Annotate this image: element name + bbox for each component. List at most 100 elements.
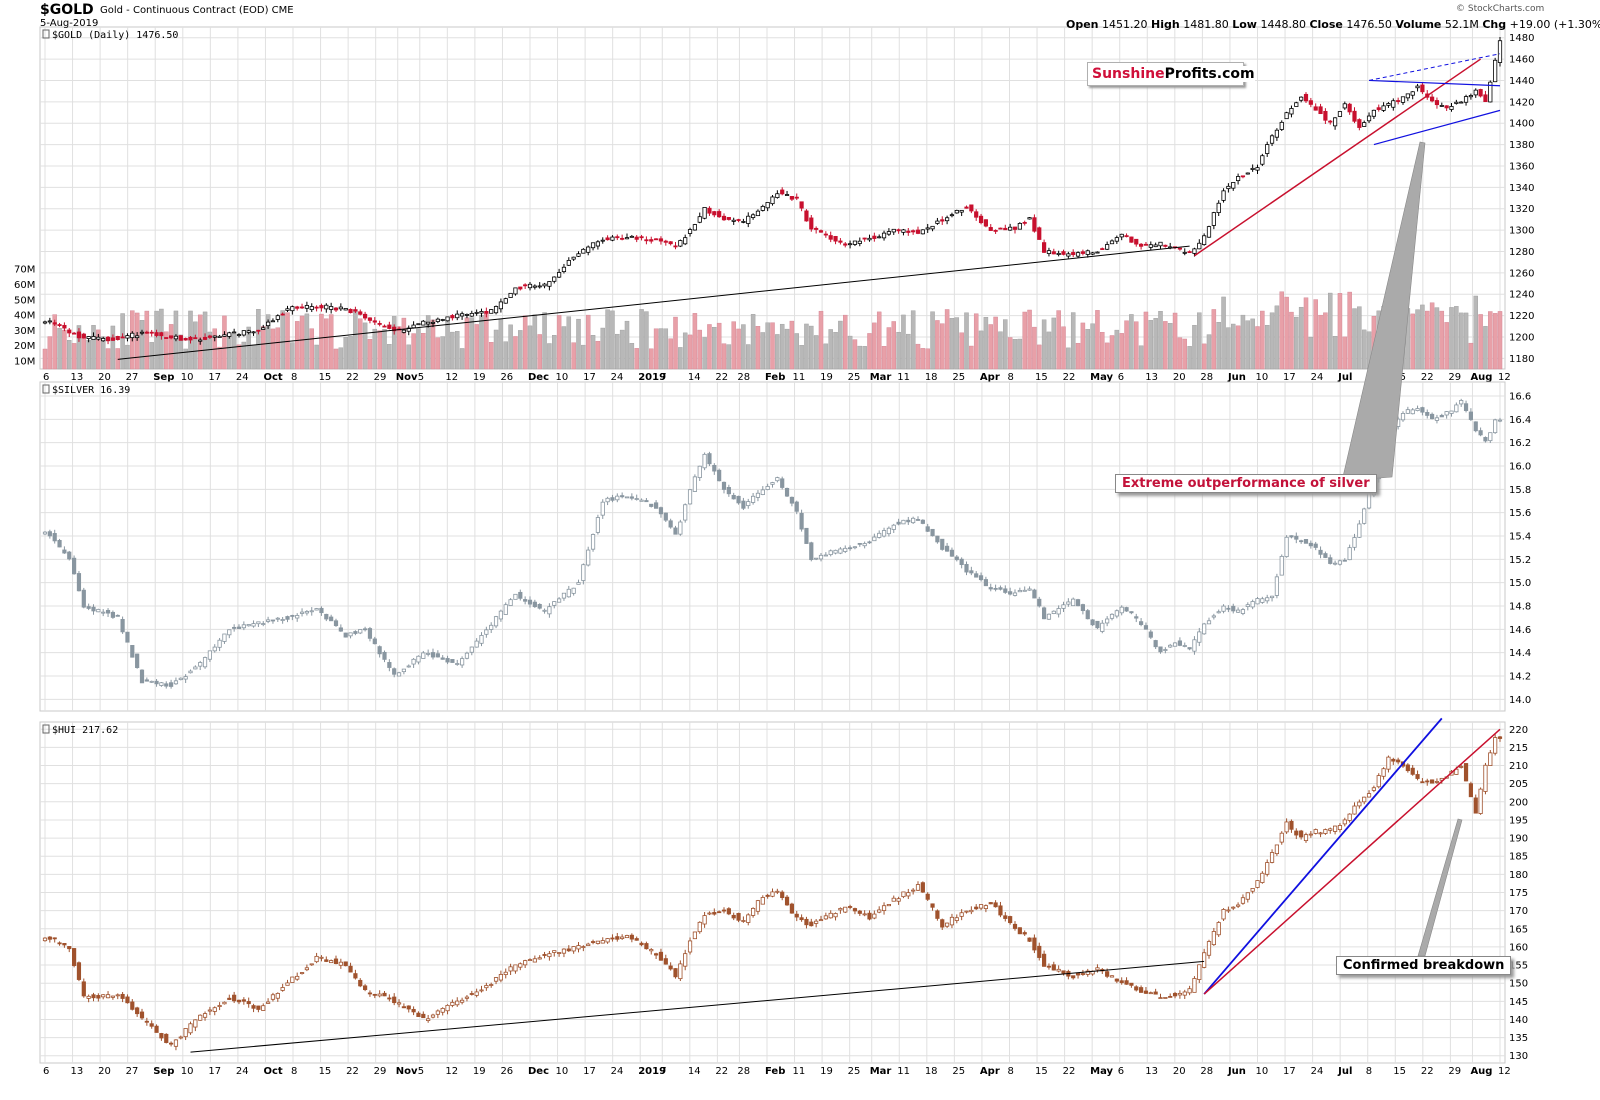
candle-body [1323,829,1328,834]
candle-body [52,533,57,542]
candle-body [552,601,557,606]
volume-bar [746,344,751,370]
candle-body [877,532,882,538]
candle-body [780,891,785,899]
candle-body [401,668,406,673]
volume-bar [86,340,91,370]
candle-body [896,229,901,232]
volume-bar [930,311,935,370]
volume-bar [527,325,533,370]
candle-body [101,338,106,342]
candle-body [120,619,125,633]
candle-body [396,672,402,677]
candle-body [906,230,911,233]
y-tick-label: 14.2 [1509,672,1531,683]
candle-body [353,631,358,634]
candle-body [460,658,465,666]
x-tick-label: 24 [236,1066,249,1077]
volume-bar [1211,309,1217,370]
candle-body [367,992,373,995]
candle-body [1037,227,1042,240]
candle-body [731,494,736,500]
candle-body [673,968,678,978]
x-tick-label: 28 [1200,1066,1213,1077]
volume-bar [435,337,441,370]
candle-body [629,496,634,499]
candle-body [57,540,62,548]
candle-body [658,238,664,242]
candle-body [207,1009,212,1012]
candle-body [654,953,659,956]
candle-body [993,587,998,590]
candle-body [1342,559,1347,562]
panel-title: $GOLD (Daily) 1476.50 [52,30,178,41]
candle-body [484,311,489,314]
candle-body [605,938,610,943]
candle-body [256,621,261,625]
panel-3: 1301351401451501551601651701751801851901… [39,717,1528,1077]
y-tick-label: 1460 [1509,55,1534,66]
candle-body [736,495,741,504]
candle-body [460,313,465,317]
y-tick-label: 1240 [1509,290,1534,301]
candle-body [363,985,368,991]
candle-body [867,912,872,920]
candle-body [649,239,654,242]
volume-bar [1104,342,1110,370]
x-tick-label: 15 [1035,372,1048,383]
candle-body [649,503,654,507]
volume-bar [1298,306,1304,370]
candle-body [1095,251,1100,254]
candle-body [1415,85,1420,89]
candle-body [1269,852,1275,863]
candle-body [911,230,916,233]
candle-body [251,623,256,627]
candle-body [586,246,591,253]
volume-bar [319,313,324,370]
candle-body [1415,774,1420,779]
candle-body [149,331,154,334]
volume-bar [983,317,989,370]
volume-bar [275,327,281,370]
candle-body [789,903,794,914]
candle-body [1434,781,1440,783]
x-tick-label: 19 [820,372,833,383]
candle-body [392,668,397,675]
candle-body [421,652,426,659]
volume-bar [1080,322,1086,370]
candle-body [595,940,600,944]
volume-bar [605,309,610,370]
candle-body [1255,880,1260,888]
candle-body [852,240,858,245]
candle-body [891,524,896,530]
candle-body [489,984,494,986]
volume-bar [52,314,57,370]
candle-body [746,914,751,923]
volume-bar [474,324,479,370]
y-tick-label: 1480 [1509,33,1534,44]
candle-body [1143,625,1149,630]
candle-body [1124,980,1129,985]
candle-body [717,211,722,218]
candle-body [707,912,712,915]
candle-body [620,237,625,240]
volume-bar [959,332,964,370]
candle-body [1313,543,1318,548]
volume-bar [280,310,285,370]
candle-body [557,272,562,278]
candle-body [57,942,62,945]
candle-body [275,993,280,999]
candle-body [324,959,329,962]
candle-body [1260,872,1265,883]
candle-body [1187,251,1192,254]
candle-body [809,217,814,230]
candle-body [1187,647,1192,650]
volume-bar [581,344,586,370]
candle-body [299,611,305,614]
candle-body [697,465,702,478]
x-tick-label: 24 [1311,1066,1324,1077]
candle-body [1439,414,1444,418]
volume-bar [629,343,635,370]
y-tick-label: 14.8 [1509,602,1531,613]
volume-bar [1153,318,1158,370]
